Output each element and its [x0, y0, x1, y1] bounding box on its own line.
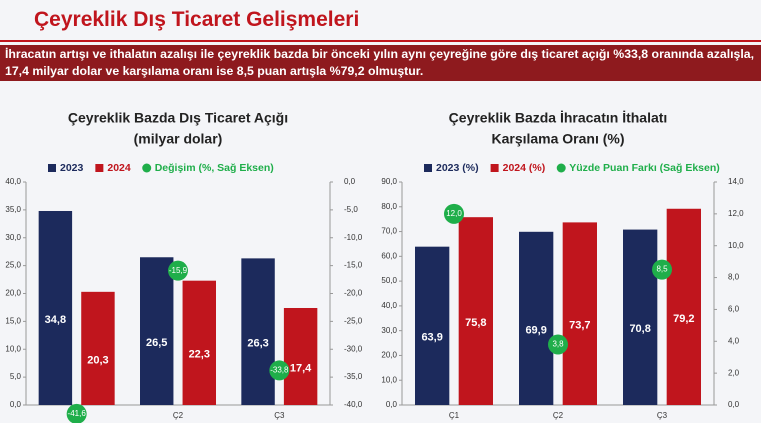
bar [562, 222, 597, 405]
point [652, 259, 672, 280]
y-tick-label: 80,0 [381, 202, 397, 211]
bar [623, 229, 658, 405]
bar [458, 217, 493, 405]
summary-banner: İhracatın artışı ve ithalatın azalışı il… [0, 45, 761, 81]
y2-tick-label: 0,0 [344, 177, 356, 186]
bar [182, 280, 216, 405]
value-label: 26,5 [146, 337, 167, 349]
bar [140, 257, 174, 405]
y-tick-label: 10,0 [5, 344, 21, 353]
value-label: 22,3 [189, 349, 210, 361]
value-label: 34,8 [45, 314, 66, 326]
y-tick-label: 20,0 [381, 351, 397, 360]
legend-marker [556, 163, 566, 173]
y-tick-label: 30,0 [381, 326, 397, 335]
legend-marker [48, 164, 56, 172]
y-tick-label: 10,0 [381, 375, 397, 384]
y-tick-label: 0,0 [386, 400, 398, 409]
y-tick-label: 90,0 [381, 177, 397, 186]
page-title: Çeyreklik Dış Ticaret Gelişmeleri [34, 8, 360, 31]
bar [283, 307, 318, 405]
y-tick-label: 0,0 [10, 400, 22, 409]
value-label: 70,8 [629, 323, 650, 335]
y-tick-label: 5,0 [10, 372, 22, 381]
y-tick-label: 35,0 [5, 205, 21, 214]
y2-tick-label: -30,0 [344, 344, 363, 353]
bar [666, 208, 701, 405]
point [66, 403, 87, 423]
legend-marker [490, 164, 499, 172]
y2-tick-label: 10,0 [728, 241, 744, 250]
chart-title: Çeyreklik Bazda İhracatın İthalatı [449, 110, 668, 126]
y2-tick-label: 6,0 [728, 305, 740, 314]
legend-label: 2024 [107, 162, 131, 174]
x-tick-label: Ç3 [274, 411, 285, 420]
bar [415, 246, 450, 405]
y2-tick-label: -25,0 [344, 316, 363, 325]
point-label: -33,8 [270, 366, 289, 375]
value-label: 17,4 [290, 362, 312, 374]
value-label: 63,9 [421, 332, 442, 344]
value-label: 73,7 [569, 320, 590, 332]
chart-subtitle: Karşılama Oranı (%) [491, 131, 624, 147]
y-tick-label: 30,0 [5, 233, 21, 242]
y2-tick-label: 4,0 [728, 336, 740, 345]
legend-marker [95, 164, 104, 172]
chart-subtitle: (milyar dolar) [134, 131, 223, 147]
point [168, 260, 188, 281]
legend-label: Yüzde Puan Farkı (Sağ Eksen) [569, 162, 720, 174]
y-tick-label: 70,0 [381, 227, 397, 236]
x-tick-label: Ç2 [553, 411, 564, 420]
y-tick-label: 40,0 [381, 301, 397, 310]
y2-tick-label: -35,0 [344, 372, 363, 381]
legend-marker [424, 164, 432, 172]
point-label: 3,8 [552, 340, 564, 349]
legend-label: Değişim (%, Sağ Eksen) [155, 162, 274, 174]
bar [38, 210, 73, 405]
x-tick-label: Ç2 [173, 411, 184, 420]
y-tick-label: 15,0 [5, 316, 21, 325]
y2-tick-label: 14,0 [728, 177, 744, 186]
point-label: 12,0 [446, 209, 462, 218]
x-tick-label: Ç1 [449, 411, 460, 420]
y-tick-label: 40,0 [5, 177, 21, 186]
x-tick-label: Ç3 [657, 411, 668, 420]
value-label: 79,2 [673, 313, 694, 325]
y-tick-label: 50,0 [381, 276, 397, 285]
y2-tick-label: 2,0 [728, 368, 740, 377]
value-label: 75,8 [465, 317, 486, 329]
value-label: 69,9 [525, 324, 546, 336]
point [269, 360, 290, 381]
y-tick-label: 25,0 [5, 261, 21, 270]
bar [81, 291, 115, 405]
chart-title: Çeyreklik Bazda Dış Ticaret Açığı [68, 110, 288, 126]
y2-tick-label: -40,0 [344, 400, 363, 409]
legend-label: 2024 (%) [503, 162, 546, 174]
y-tick-label: 20,0 [5, 289, 21, 298]
value-label: 20,3 [87, 354, 108, 366]
y-tick-label: 60,0 [381, 251, 397, 260]
point-label: -41,6 [68, 409, 87, 418]
y2-tick-label: -20,0 [344, 289, 363, 298]
legend-label: 2023 (%) [436, 162, 479, 174]
y2-tick-label: 12,0 [728, 209, 744, 218]
bar [519, 231, 554, 405]
value-label: 26,3 [247, 338, 268, 350]
point-label: 8,5 [656, 265, 668, 274]
point [444, 203, 464, 224]
point-label: -15,9 [169, 266, 188, 275]
bar [241, 258, 275, 405]
title-rule [0, 40, 761, 42]
y2-tick-label: -10,0 [344, 233, 363, 242]
y2-tick-label: -15,0 [344, 261, 363, 270]
legend-label: 2023 [60, 162, 84, 174]
y2-tick-label: -5,0 [344, 205, 358, 214]
legend-marker [142, 163, 152, 173]
point [548, 334, 568, 355]
y2-tick-label: 8,0 [728, 273, 740, 282]
y2-tick-label: 0,0 [728, 400, 740, 409]
